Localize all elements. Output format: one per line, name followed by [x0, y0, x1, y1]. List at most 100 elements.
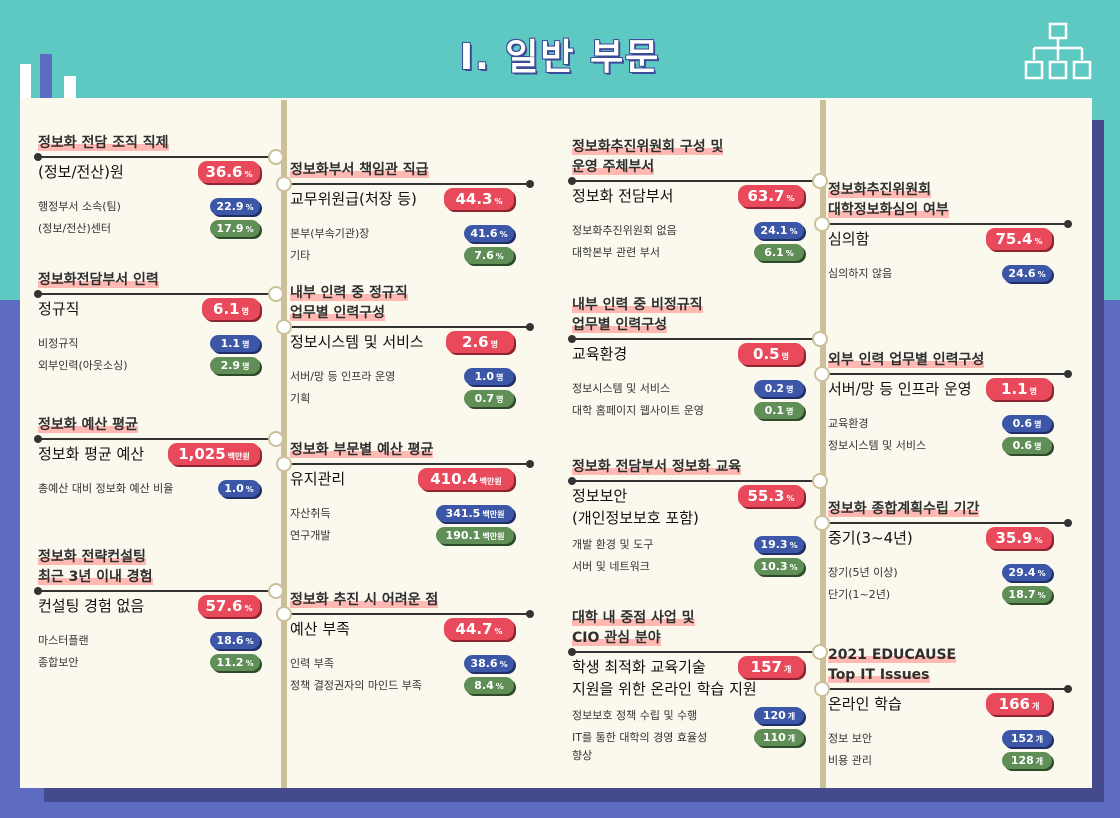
section-title: 정보화 종합계획수립 기간: [828, 501, 980, 517]
spine-node: [268, 583, 284, 599]
main-value-pill-unit: %: [494, 627, 503, 636]
section-rule: [290, 613, 530, 615]
main-value-pill-unit: 백만원: [479, 477, 502, 486]
section-s5: 정보화부서 책임관 직급 교무위원급(처장 등) 44.3% 본부(부속기관)장 41.…: [276, 162, 534, 293]
rule-dot: [568, 648, 576, 656]
section-title: 외부 인력 업무별 인력구성: [828, 352, 985, 368]
section-main-label: 심의함: [828, 230, 870, 248]
main-value-pill-value: 6.1: [213, 300, 240, 318]
row-value-pill-value: 152: [1010, 732, 1034, 745]
section-title-wrap: 내부 인력 중 비정규직 업무별 인력구성: [572, 294, 832, 334]
row-value-pill-value: 128: [1010, 754, 1034, 767]
section-row-label: 인력 부족: [290, 657, 334, 670]
row-value-pill-value: 190.1: [445, 529, 481, 542]
row-value-pill-unit: %: [789, 563, 798, 572]
rule-dot: [568, 477, 576, 485]
main-value-pill: 57.6%: [198, 595, 260, 617]
row-value-pill-unit: %: [499, 230, 508, 239]
row-value-pill-value: 0.1: [764, 404, 785, 417]
section-rule: [290, 183, 530, 185]
row-value-pill-value: 38.6: [470, 657, 498, 670]
section-row-label: 정보 보안: [828, 732, 872, 745]
row-value-pill: 0.1 명: [754, 402, 804, 419]
rule-dot: [34, 153, 42, 161]
section-s7: 정보화 부문별 예산 평균 유지관리 410.4 백만원 자산취득 341.5 백만원 연구개…: [276, 442, 534, 573]
row-value-pill-value: 24.1: [760, 224, 788, 237]
row-value-pill: 0.6 명: [1002, 437, 1052, 454]
main-value-pill: 55.3%: [738, 485, 804, 507]
row-value-pill-unit: %: [1037, 591, 1046, 600]
main-value-pill-value: 0.5: [753, 345, 780, 363]
row-value-pill-value: 1.0: [224, 482, 244, 495]
row-value-pill-unit: 명: [242, 340, 250, 349]
spine-node: [276, 606, 292, 622]
spine-node: [812, 331, 828, 347]
main-value-pill-unit: %: [786, 194, 795, 203]
rule-dot: [34, 290, 42, 298]
main-value-pill-value: 44.7: [455, 620, 493, 638]
row-value-pill-value: 2.9: [220, 359, 241, 372]
section-main-label: 예산 부족: [290, 620, 350, 638]
row-value-pill-unit: %: [245, 637, 254, 646]
rule-dot: [1064, 370, 1072, 378]
row-value-pill-unit: %: [499, 660, 508, 669]
section-row-label: 기획: [290, 392, 311, 405]
section-title-wrap: 정보화부서 책임관 직급: [290, 159, 550, 179]
row-value-pill-unit: %: [1037, 569, 1046, 578]
rule-dot: [568, 177, 576, 185]
row-value-pill-unit: 개: [787, 734, 796, 743]
row-value-pill-unit: %: [495, 252, 504, 261]
section-title-wrap: 정보화전담부서 인력: [38, 269, 298, 289]
section-rule: [572, 180, 820, 182]
section-title: 내부 인력 중 정규직 업무별 인력구성: [290, 285, 408, 321]
main-value-pill-value: 57.6: [205, 597, 243, 615]
main-value-pill-value: 166: [998, 695, 1030, 713]
section-row-label: 서버 및 네트워크: [572, 560, 650, 573]
section-main-label: 유지관리: [290, 470, 346, 488]
spine-node: [276, 319, 292, 335]
row-value-pill-unit: 개: [1035, 757, 1044, 766]
section-row-label: 본부(부속기관)장: [290, 227, 370, 240]
section-main-label: 온라인 학습: [828, 695, 902, 713]
row-value-pill-value: 19.3: [760, 538, 788, 551]
section-main-label: 컨설팅 경험 없음: [38, 597, 145, 615]
row-value-pill: 18.6%: [210, 632, 260, 649]
section-title-wrap: 내부 인력 중 정규직 업무별 인력구성: [290, 282, 550, 322]
row-value-pill: 120 개: [754, 707, 804, 724]
section-s11: 정보화 전담부서 정보화 교육 정보보안 (개인정보보호 포함) 55.3% 개발 환경…: [568, 459, 828, 590]
row-value-pill-unit: %: [245, 485, 254, 494]
section-s16: 2021 EDUCAUSE Top IT Issues 온라인 학습 166 개 정보 …: [814, 647, 1072, 798]
main-value-pill-unit: 개: [1031, 702, 1040, 711]
section-title-wrap: 2021 EDUCAUSE Top IT Issues: [828, 644, 1088, 684]
section-row-label: 정보시스템 및 서비스: [572, 382, 671, 395]
rule-dot: [568, 335, 576, 343]
section-s14: 외부 인력 업무별 인력구성 서버/망 등 인프라 운영 1.1 명 교육환경 0.6 명 정…: [814, 352, 1072, 483]
section-s12: 대학 내 중점 사업 및 CIO 관심 분야 학생 최적화 교육기술 지원을 위한 …: [568, 610, 828, 762]
section-title: 정보화 전략컨설팅 최근 3년 이내 경험: [38, 549, 153, 585]
section-title-wrap: 정보화 전담 조직 직제: [38, 132, 298, 152]
row-value-pill-unit: 개: [1035, 735, 1044, 744]
row-value-pill-value: 18.6: [216, 634, 244, 647]
section-row-label: 장기(5년 이상): [828, 566, 898, 579]
row-value-pill-value: 8.4: [474, 679, 494, 692]
column-divider: [281, 100, 287, 788]
section-row-label: 비정규직: [38, 337, 79, 350]
row-value-pill-value: 24.6: [1008, 267, 1036, 280]
row-value-pill-value: 0.6: [1012, 439, 1033, 452]
rule-dot: [526, 610, 534, 618]
main-value-pill-unit: 개: [783, 665, 792, 674]
main-value-pill: 6.1 명: [202, 298, 260, 320]
row-value-pill: 110 개: [754, 729, 804, 746]
spine-node: [812, 173, 828, 189]
spine-node: [814, 515, 830, 531]
row-value-pill: 17.9%: [210, 220, 260, 237]
main-value-pill-unit: %: [1034, 237, 1043, 246]
main-value-pill-unit: %: [494, 197, 503, 206]
section-title-wrap: 정보화 예산 평균: [38, 414, 298, 434]
main-value-pill: 1,025 백만원: [168, 443, 260, 465]
main-value-pill-unit: %: [1034, 536, 1043, 545]
section-rule: [828, 373, 1068, 375]
section-row-label: IT를 통한 대학의 경영 효율성: [572, 731, 708, 744]
main-value-pill-value: 1.1: [1001, 380, 1028, 398]
section-row-label-2: 향상: [572, 749, 593, 762]
